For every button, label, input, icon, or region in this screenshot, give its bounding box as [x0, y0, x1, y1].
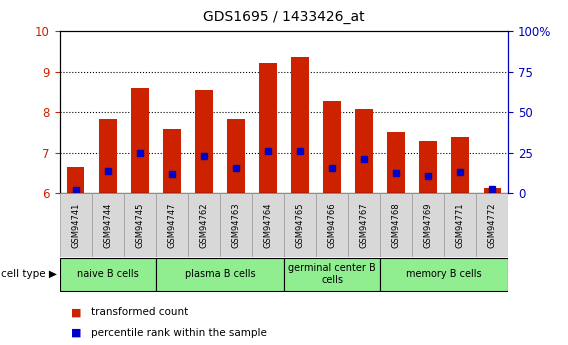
Bar: [252, 193, 284, 257]
Text: GSM94772: GSM94772: [488, 203, 497, 248]
Bar: [220, 193, 252, 257]
Bar: [419, 141, 437, 193]
Bar: [323, 101, 341, 193]
Text: plasma B cells: plasma B cells: [185, 269, 255, 279]
Text: GSM94769: GSM94769: [424, 203, 433, 248]
Text: GSM94764: GSM94764: [264, 203, 273, 248]
Text: GSM94745: GSM94745: [135, 203, 144, 248]
Bar: [60, 193, 91, 257]
Text: ■: ■: [71, 307, 81, 317]
Bar: [227, 119, 245, 193]
Bar: [291, 57, 309, 193]
Bar: [99, 119, 116, 193]
Bar: [477, 193, 508, 257]
Bar: [356, 109, 373, 193]
Bar: [259, 63, 277, 193]
Text: GSM94744: GSM94744: [103, 203, 112, 248]
Text: GSM94741: GSM94741: [71, 203, 80, 248]
Bar: [156, 193, 188, 257]
Bar: [348, 193, 380, 257]
Text: GSM94747: GSM94747: [168, 203, 176, 248]
Text: GSM94765: GSM94765: [295, 203, 304, 248]
Bar: [163, 129, 181, 193]
Bar: [316, 193, 348, 257]
Bar: [124, 193, 156, 257]
Bar: [380, 258, 508, 291]
Bar: [444, 193, 477, 257]
Bar: [380, 193, 412, 257]
Bar: [412, 193, 444, 257]
Bar: [452, 137, 469, 193]
Text: GSM94771: GSM94771: [456, 203, 465, 248]
Bar: [91, 193, 124, 257]
Text: GSM94768: GSM94768: [392, 202, 400, 248]
Text: naive B cells: naive B cells: [77, 269, 139, 279]
Bar: [483, 188, 501, 193]
Text: GSM94766: GSM94766: [328, 202, 337, 248]
Text: GSM94762: GSM94762: [199, 203, 208, 248]
Bar: [131, 88, 149, 193]
Bar: [60, 258, 156, 291]
Text: transformed count: transformed count: [91, 307, 188, 317]
Text: cell type ▶: cell type ▶: [1, 269, 57, 279]
Bar: [188, 193, 220, 257]
Text: GDS1695 / 1433426_at: GDS1695 / 1433426_at: [203, 10, 365, 24]
Bar: [156, 258, 284, 291]
Text: percentile rank within the sample: percentile rank within the sample: [91, 328, 267, 338]
Bar: [284, 193, 316, 257]
Text: memory B cells: memory B cells: [407, 269, 482, 279]
Bar: [284, 258, 380, 291]
Text: GSM94763: GSM94763: [231, 202, 240, 248]
Text: germinal center B
cells: germinal center B cells: [288, 264, 376, 285]
Text: GSM94767: GSM94767: [360, 202, 369, 248]
Bar: [195, 90, 212, 193]
Bar: [387, 131, 405, 193]
Bar: [67, 167, 85, 193]
Text: ■: ■: [71, 328, 81, 338]
